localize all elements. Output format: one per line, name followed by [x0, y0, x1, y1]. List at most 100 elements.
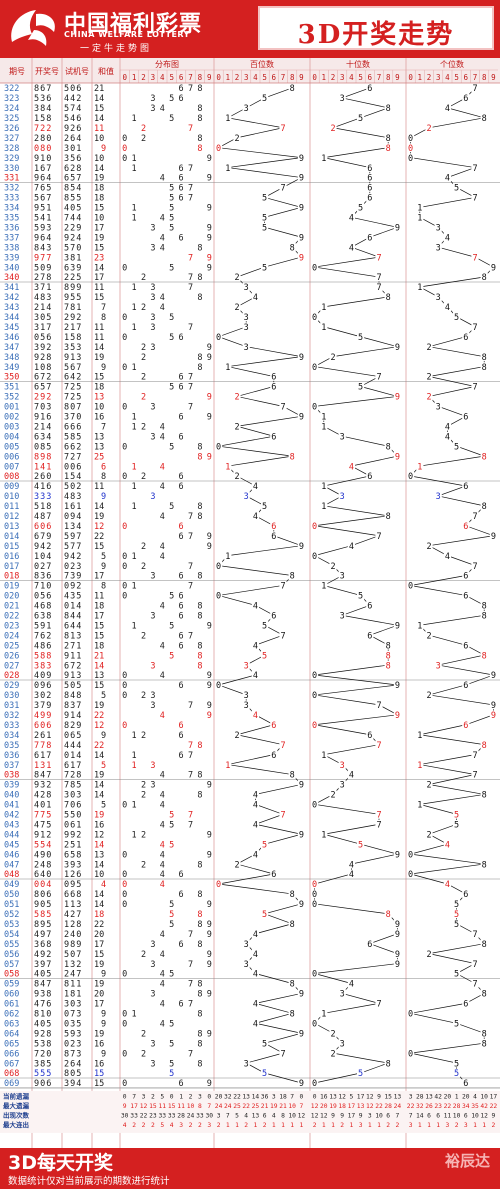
- units-digit-mark-bg: [453, 441, 461, 451]
- tens-digit-mark: 0: [312, 801, 317, 811]
- draw-number-cell: 932: [34, 781, 52, 791]
- tens-digit-mark-bg: [357, 113, 365, 123]
- units-digit-mark: 2: [426, 393, 431, 403]
- hundreds-digit-mark-bg: [261, 839, 269, 849]
- test-number-cell: 942: [64, 552, 82, 562]
- issue-cell: 063: [4, 1019, 19, 1029]
- units-digit-mark: 3: [436, 293, 441, 303]
- digit-header-dist-6: 6: [179, 73, 184, 82]
- test-number-cell: 739: [64, 572, 82, 582]
- dist-digit-mark: 9: [207, 681, 212, 691]
- issue-cell: 060: [4, 990, 19, 1000]
- test-number-cell: 848: [64, 691, 82, 701]
- test-number-cell: 061: [64, 820, 82, 830]
- units-digit-mark: 2: [426, 542, 431, 552]
- hundreds-digit-mark-bg: [233, 421, 241, 431]
- units-digit-mark: 3: [436, 223, 441, 233]
- units-digit-mark-bg: [480, 501, 488, 511]
- tens-digit-mark-bg: [384, 143, 392, 152]
- units-digit-mark: 6: [463, 641, 468, 651]
- dist-digit-mark: 3: [150, 343, 155, 353]
- stat-value-hundreds: 25: [252, 1103, 260, 1110]
- tens-digit-mark-bg: [347, 461, 355, 471]
- hundreds-digit-mark: 4: [253, 512, 258, 522]
- test-number-cell: 854: [64, 184, 82, 194]
- stat-label: 当前遗漏: [3, 1092, 30, 1101]
- sum-cell: 14: [94, 343, 104, 353]
- test-number-cell: 370: [64, 413, 82, 423]
- dist-digit-mark: 0: [122, 442, 127, 452]
- units-digit-mark: 9: [491, 711, 496, 721]
- tens-digit-mark-bg: [320, 412, 328, 421]
- draw-number-cell: 536: [34, 94, 52, 104]
- issue-cell: 328: [4, 144, 19, 154]
- dist-digit-mark: 3: [150, 990, 155, 1000]
- units-digit-mark: 5: [454, 811, 459, 821]
- hundreds-digit-mark: 2: [234, 731, 239, 741]
- test-number-cell: 585: [64, 432, 82, 442]
- tens-digit-mark: 4: [349, 870, 354, 880]
- dist-digit-mark: 8: [197, 452, 202, 462]
- draw-number-cell: 720: [34, 1049, 52, 1059]
- tens-digit-mark: 1: [321, 303, 326, 313]
- sum-cell: 9: [101, 731, 106, 741]
- tens-digit-mark: 1: [321, 1010, 326, 1020]
- issue-cell: 029: [4, 681, 19, 691]
- test-number-cell: 092: [64, 582, 82, 592]
- dist-digit-mark: 0: [122, 144, 127, 154]
- tens-digit-mark: 3: [340, 432, 345, 442]
- test-number-cell: 926: [64, 124, 82, 134]
- dist-digit-mark: 6: [179, 721, 184, 731]
- dist-digit-mark: 8: [197, 1059, 202, 1069]
- tens-digit-mark-bg: [329, 790, 337, 799]
- sum-cell: 15: [94, 243, 104, 253]
- hundreds-digit-mark-bg: [242, 959, 250, 968]
- sum-cell: 9: [101, 970, 106, 980]
- dist-digit-mark: 8: [197, 114, 202, 124]
- draw-number-cell: 977: [34, 253, 52, 263]
- hundreds-digit-mark-bg: [251, 670, 259, 680]
- issue-cell: 042: [4, 811, 19, 821]
- dist-digit-mark: 0: [122, 333, 127, 343]
- dist-digit-mark: 5: [169, 970, 174, 980]
- col-header-test: 试机号: [65, 66, 89, 76]
- units-digit-mark: 5: [454, 900, 459, 910]
- sum-cell: 10: [94, 134, 104, 144]
- tens-digit-mark-bg: [375, 819, 383, 829]
- issue-cell: 342: [4, 293, 19, 303]
- units-digit-mark: 8: [482, 602, 487, 612]
- hundreds-digit-mark: 7: [280, 403, 285, 413]
- tens-digit-mark: 7: [376, 820, 381, 830]
- units-digit-mark: 7: [472, 253, 477, 263]
- units-digit-mark-bg: [471, 193, 479, 202]
- dist-digit-mark: 9: [207, 452, 212, 462]
- hundreds-digit-mark: 2: [234, 472, 239, 482]
- digit-header-ten-8: 8: [386, 73, 391, 82]
- test-number-cell: 914: [64, 711, 82, 721]
- sum-cell: 5: [101, 761, 106, 771]
- dist-digit-mark: 2: [141, 303, 146, 313]
- tens-digit-mark-bg: [393, 710, 401, 720]
- stat-value-dist: 28: [177, 1113, 185, 1120]
- test-number-cell: 435: [64, 592, 82, 602]
- dist-digit-mark: 8: [197, 920, 202, 930]
- stat-value-tens: 3: [368, 1113, 372, 1120]
- tens-digit-mark-bg: [311, 879, 319, 889]
- stat-value-hundreds: 32: [224, 1094, 232, 1101]
- stat-value-tens: 12: [320, 1113, 328, 1120]
- dist-digit-mark: 9: [207, 233, 212, 243]
- stat-value-units: 1: [418, 1122, 422, 1129]
- tens-digit-mark: 9: [395, 393, 400, 403]
- tens-digit-mark-bg: [347, 541, 355, 550]
- stat-value-units: 1: [455, 1094, 459, 1101]
- tens-digit-mark: 9: [395, 681, 400, 691]
- tens-digit-mark: 7: [376, 532, 381, 542]
- stat-value-units: 17: [490, 1094, 498, 1101]
- dist-digit-mark: 9: [207, 174, 212, 184]
- tens-digit-mark: 4: [349, 462, 354, 472]
- hundreds-digit-mark-bg: [261, 193, 269, 202]
- sum-cell: 22: [94, 741, 104, 751]
- stat-value-tens: 19: [329, 1103, 337, 1110]
- dist-digit-mark: 6: [179, 751, 184, 761]
- dist-digit-mark: 0: [122, 472, 127, 482]
